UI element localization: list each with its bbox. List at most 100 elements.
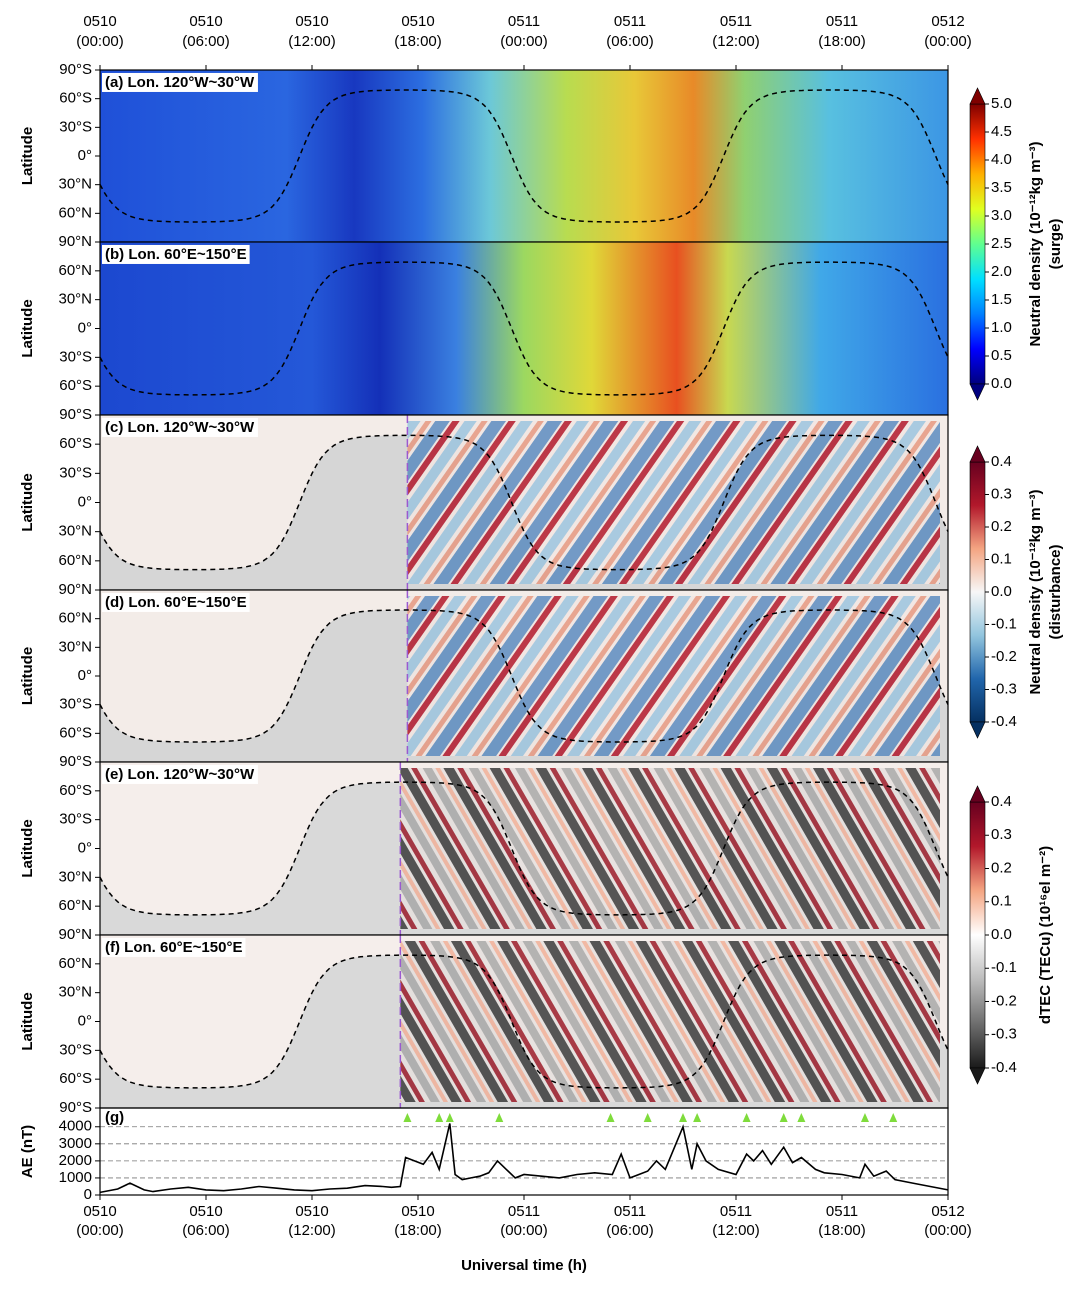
colorbar-tick-label: -0.2 <box>991 992 1017 1009</box>
colorbar-label: Neutral density (10⁻¹²kg m⁻³) <box>1027 141 1044 346</box>
panel-frame <box>99 1107 949 1196</box>
ae-line <box>99 1123 949 1194</box>
colorbar-extend-bottom <box>969 383 986 401</box>
y-tick-label: 60°N <box>58 897 92 914</box>
y-tick-label: 2000 <box>59 1152 92 1169</box>
colorbar-tick-label: 3.0 <box>991 207 1012 224</box>
colorbar-tick-label: 0.2 <box>991 859 1012 876</box>
y-axis-label: Latitude <box>19 127 36 185</box>
x-tick-label: 0510 <box>401 13 434 30</box>
y-tick-label: 0 <box>84 1186 92 1203</box>
event-marker <box>643 1113 652 1122</box>
y-tick-label: 90°S <box>59 753 92 770</box>
y-tick-label: 90°S <box>59 1099 92 1116</box>
y-tick-label: 60°S <box>59 435 92 452</box>
y-tick-label: 30°N <box>58 291 92 308</box>
event-marker <box>779 1113 788 1122</box>
colorbar-tick-label: -0.3 <box>991 680 1017 697</box>
y-tick-label: 3000 <box>59 1135 92 1152</box>
y-tick-label: 0° <box>78 1012 92 1029</box>
y-axis-label: Latitude <box>19 647 36 705</box>
event-marker <box>495 1113 504 1122</box>
x-tick-label: 0510 <box>83 13 116 30</box>
y-axis-label: AE (nT) <box>19 1125 36 1178</box>
x-tick-label: 0511 <box>508 13 540 30</box>
y-tick-label: 30°S <box>59 464 92 481</box>
terminator <box>99 434 949 571</box>
x-tick-label: 0512 <box>931 1203 964 1220</box>
event-marker <box>693 1113 702 1122</box>
colorbar-extend-top <box>969 87 986 105</box>
y-tick-label: 30°S <box>59 811 92 828</box>
y-tick-label: 30°N <box>58 523 92 540</box>
y-tick-label: 0° <box>78 839 92 856</box>
colorbar-tick-label: -0.4 <box>991 1059 1017 1076</box>
y-tick-label: 60°N <box>58 955 92 972</box>
terminator <box>99 781 949 916</box>
colorbar-label: dTEC (TECu) (10¹⁶el m⁻²) <box>1037 846 1054 1024</box>
panel-label: (e) Lon. 120°W~30°W <box>105 766 255 783</box>
y-tick-label: 1000 <box>59 1169 92 1186</box>
colorbar-tick-label: 0.4 <box>991 793 1012 810</box>
y-tick-label: 90°N <box>58 581 92 598</box>
panel-label: (f) Lon. 60°E~150°E <box>105 939 242 956</box>
colorbar-tick-label: 0.3 <box>991 485 1012 502</box>
y-tick-label: 60°N <box>58 262 92 279</box>
y-tick-label: 60°S <box>59 724 92 741</box>
y-tick-label: 60°S <box>59 1070 92 1087</box>
colorbar-label: Neutral density (10⁻¹²kg m⁻³) <box>1027 489 1044 694</box>
panel-label-box <box>102 592 250 612</box>
event-marker <box>435 1113 444 1122</box>
colorbar-tick-label: 4.0 <box>991 151 1012 168</box>
colorbar-extend-bottom <box>969 721 986 739</box>
x-tick-sublabel: (06:00) <box>182 33 230 50</box>
y-tick-label: 60°S <box>59 377 92 394</box>
colorbar-extend-top <box>969 785 986 803</box>
colorbar-tick-label: 0.0 <box>991 375 1012 392</box>
y-tick-label: 0° <box>78 147 92 164</box>
panel-label: (d) Lon. 60°E~150°E <box>105 594 247 611</box>
colorbar-tick-label: 0.3 <box>991 826 1012 843</box>
x-tick-sublabel: (00:00) <box>500 1222 548 1239</box>
y-tick-label: 30°S <box>59 696 92 713</box>
y-axis-label: Latitude <box>19 473 36 531</box>
y-tick-label: 30°S <box>59 1041 92 1058</box>
y-tick-label: 90°N <box>58 233 92 250</box>
y-tick-label: 30°N <box>58 176 92 193</box>
colorbar-tick-label: 0.2 <box>991 518 1012 535</box>
panel-label: (g) <box>105 1109 124 1126</box>
x-tick-sublabel: (18:00) <box>394 1222 442 1239</box>
event-marker <box>445 1113 454 1122</box>
y-axis-label: Latitude <box>19 819 36 877</box>
y-tick-label: 30°S <box>59 348 92 365</box>
colorbar-tick-label: -0.4 <box>991 713 1017 730</box>
panel-label: (c) Lon. 120°W~30°W <box>105 419 255 436</box>
x-tick-sublabel: (06:00) <box>182 1222 230 1239</box>
colorbar-tick-label: 5.0 <box>991 95 1012 112</box>
x-tick-sublabel: (18:00) <box>394 33 442 50</box>
colorbar-tick-label: 1.0 <box>991 319 1012 336</box>
x-tick-label: 0510 <box>189 1203 222 1220</box>
colorbar-tick-label: 0.0 <box>991 583 1012 600</box>
x-tick-sublabel: (00:00) <box>924 1222 972 1239</box>
colorbar-tick-label: 1.5 <box>991 291 1012 308</box>
y-tick-label: 4000 <box>59 1118 92 1135</box>
x-tick-sublabel: (12:00) <box>712 1222 760 1239</box>
y-axis-label: Latitude <box>19 992 36 1050</box>
colorbar-tick-label: 2.0 <box>991 263 1012 280</box>
panel-label-box <box>102 764 258 784</box>
x-tick-label: 0511 <box>826 1203 858 1220</box>
x-tick-sublabel: (00:00) <box>76 1222 124 1239</box>
colorbar-extend-bottom <box>969 1067 986 1085</box>
colorbar-sublabel: (disturbance) <box>1047 544 1064 639</box>
x-tick-label: 0511 <box>720 13 752 30</box>
colorbar-tick-label: 4.5 <box>991 123 1012 140</box>
y-tick-label: 30°N <box>58 984 92 1001</box>
y-tick-label: 90°S <box>59 61 92 78</box>
terminator <box>99 89 949 223</box>
colorbar <box>969 801 986 1069</box>
event-marker <box>403 1113 412 1122</box>
panel-label-box <box>102 937 246 957</box>
y-tick-label: 90°S <box>59 406 92 423</box>
